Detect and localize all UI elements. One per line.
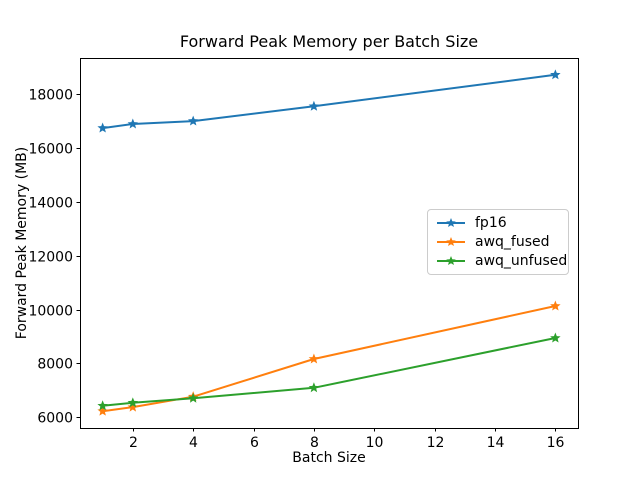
legend-entry: awq_fused: [435, 234, 561, 250]
data-point-fp16-batch-16: [550, 69, 561, 80]
data-point-awq_unfused-batch-16: [550, 332, 561, 343]
legend-line-star-icon: [437, 218, 465, 228]
series-line-awq_unfused: [101, 337, 557, 407]
data-point-awq_fused-batch-2: [127, 401, 139, 412]
series-line-fp16: [101, 73, 557, 130]
series-line-awq_fused: [101, 305, 557, 413]
y-tick-label: 6000: [37, 411, 73, 427]
y-tick-label: 14000: [28, 196, 73, 212]
legend-entry: fp16: [435, 215, 561, 231]
data-point-fp16-batch-8: [308, 100, 320, 111]
x-tick-label: 4: [189, 435, 198, 451]
x-axis-label: Batch Size: [292, 450, 366, 466]
data-point-awq_unfused-batch-1: [97, 400, 108, 411]
data-point-fp16-batch-1: [97, 122, 108, 133]
data-point-fp16-batch-4: [187, 115, 199, 126]
data-point-awq_unfused-batch-4: [187, 392, 199, 403]
y-tick-label: 18000: [28, 88, 73, 104]
legend-label: awq_fused: [475, 234, 550, 250]
x-tick-label: 2: [129, 435, 138, 451]
chart-title: Forward Peak Memory per Batch Size: [179, 32, 479, 51]
legend-entry: awq_unfused: [435, 253, 567, 269]
y-tick-label: 16000: [28, 142, 73, 158]
legend-line-star-icon: [437, 237, 465, 247]
x-tick-label: 10: [366, 435, 384, 451]
legend-label: awq_unfused: [475, 253, 568, 269]
data-point-awq_fused-batch-1: [97, 405, 108, 416]
x-tick-label: 14: [487, 435, 505, 451]
x-tick-label: 16: [547, 435, 565, 451]
data-point-awq_fused-batch-8: [308, 353, 320, 364]
y-tick-label: 10000: [28, 304, 73, 320]
data-point-fp16-batch-2: [127, 118, 139, 129]
axes-frame: [80, 58, 579, 429]
legend-line-star-icon: [437, 256, 465, 266]
y-tick-label: 8000: [37, 357, 73, 373]
legend-box: fp16 awq_fused awq_unfused: [427, 209, 569, 275]
data-point-awq_fused-batch-16: [550, 300, 561, 311]
y-tick-label: 12000: [28, 250, 73, 266]
data-point-awq_unfused-batch-2: [127, 397, 139, 408]
x-tick-label: 8: [310, 435, 319, 451]
x-tick-label: 6: [250, 435, 259, 451]
x-tick-label: 12: [427, 435, 445, 451]
legend-label: fp16: [475, 215, 507, 231]
data-point-awq_unfused-batch-8: [308, 382, 320, 393]
